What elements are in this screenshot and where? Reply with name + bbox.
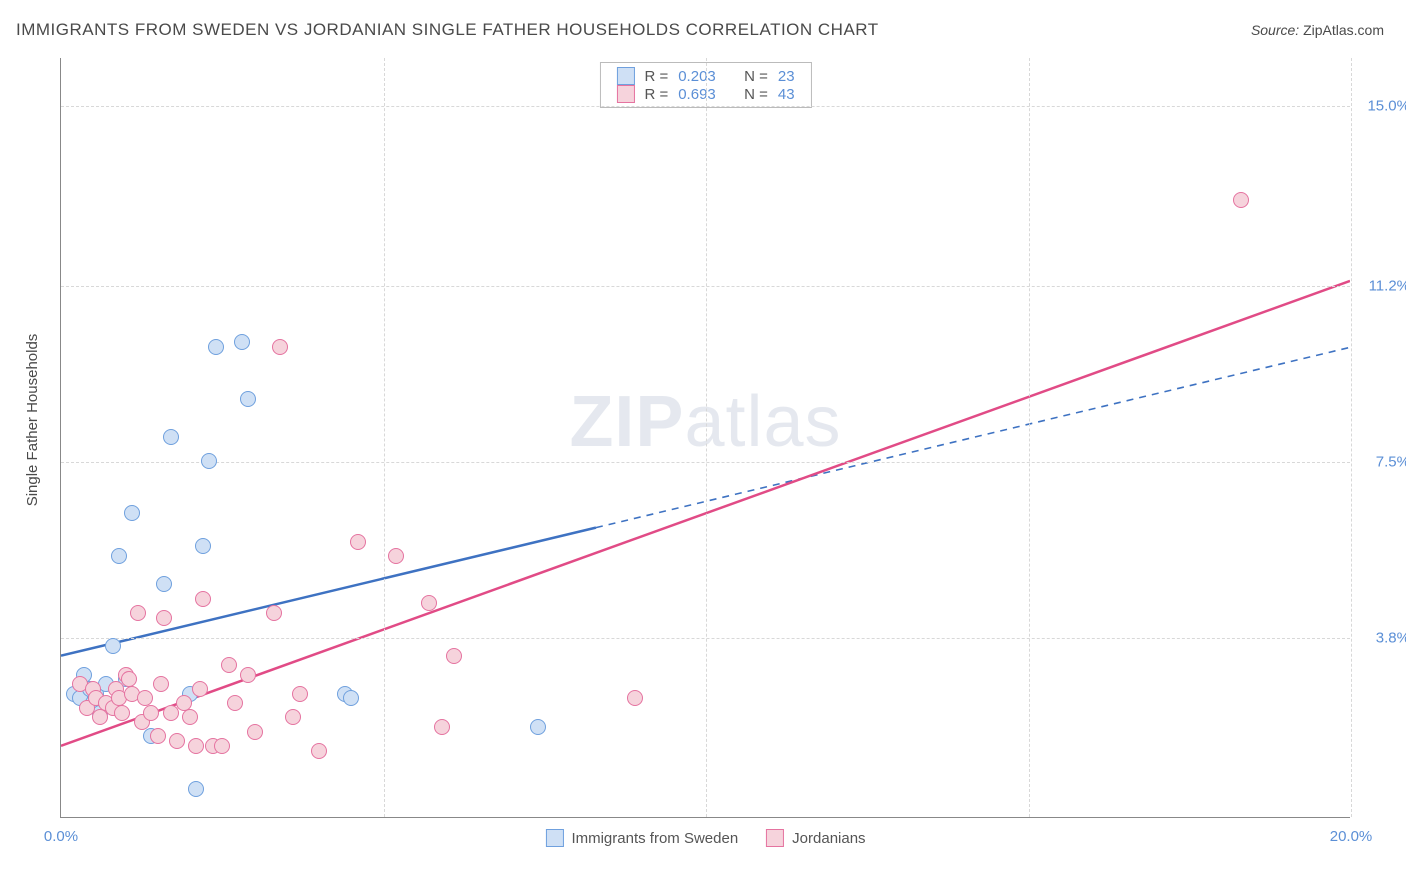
data-point-jordan (221, 657, 237, 673)
source-attribution: Source: ZipAtlas.com (1251, 22, 1384, 38)
data-point-jordan (188, 738, 204, 754)
data-point-jordan (247, 724, 263, 740)
legend-swatch-icon (766, 829, 784, 847)
data-point-sweden (201, 453, 217, 469)
data-point-jordan (266, 605, 282, 621)
data-point-jordan (114, 705, 130, 721)
legend-r-label: R = (644, 86, 668, 103)
legend-swatch-icon (545, 829, 563, 847)
data-point-jordan (285, 709, 301, 725)
gridline-v (706, 58, 707, 817)
data-point-jordan (434, 719, 450, 735)
data-point-jordan (292, 686, 308, 702)
chart-title: IMMIGRANTS FROM SWEDEN VS JORDANIAN SING… (16, 20, 879, 40)
gridline-v (1351, 58, 1352, 817)
watermark-bold: ZIP (569, 382, 684, 462)
data-point-jordan (214, 738, 230, 754)
data-point-jordan (150, 728, 166, 744)
series-legend: Immigrants from Sweden Jordanians (545, 829, 865, 847)
data-point-sweden (530, 719, 546, 735)
series-legend-label: Immigrants from Sweden (571, 830, 738, 847)
data-point-sweden (188, 781, 204, 797)
data-point-jordan (195, 591, 211, 607)
legend-n-label: N = (744, 68, 768, 85)
source-label: Source: (1251, 22, 1299, 38)
data-point-sweden (111, 548, 127, 564)
data-point-sweden (105, 638, 121, 654)
data-point-jordan (388, 548, 404, 564)
legend-swatch-icon (616, 67, 634, 85)
trendline-sweden (61, 528, 596, 656)
data-point-sweden (234, 334, 250, 350)
gridline-v (384, 58, 385, 817)
data-point-sweden (208, 339, 224, 355)
series-legend-label: Jordanians (792, 830, 865, 847)
x-tick-label: 20.0% (1330, 828, 1373, 845)
y-tick-label: 3.8% (1360, 629, 1406, 646)
y-axis-label: Single Father Households (24, 334, 41, 507)
y-tick-label: 11.2% (1360, 278, 1406, 295)
watermark-thin: atlas (684, 382, 841, 462)
series-legend-item-jordan: Jordanians (766, 829, 865, 847)
legend-r-label: R = (644, 68, 668, 85)
legend-swatch-icon (616, 85, 634, 103)
series-legend-item-sweden: Immigrants from Sweden (545, 829, 738, 847)
data-point-jordan (227, 695, 243, 711)
x-tick-label: 0.0% (44, 828, 78, 845)
legend-r-value: 0.203 (678, 68, 716, 85)
data-point-sweden (343, 690, 359, 706)
data-point-sweden (156, 576, 172, 592)
legend-n-value: 23 (778, 68, 795, 85)
data-point-jordan (192, 681, 208, 697)
data-point-sweden (124, 505, 140, 521)
legend-n-value: 43 (778, 86, 795, 103)
data-point-sweden (195, 538, 211, 554)
data-point-jordan (153, 676, 169, 692)
source-value: ZipAtlas.com (1303, 22, 1384, 38)
data-point-jordan (350, 534, 366, 550)
data-point-jordan (156, 610, 172, 626)
data-point-jordan (311, 743, 327, 759)
data-point-sweden (240, 391, 256, 407)
data-point-jordan (627, 690, 643, 706)
y-tick-label: 7.5% (1360, 453, 1406, 470)
data-point-jordan (240, 667, 256, 683)
data-point-jordan (182, 709, 198, 725)
legend-n-label: N = (744, 86, 768, 103)
data-point-jordan (421, 595, 437, 611)
legend-r-value: 0.693 (678, 86, 716, 103)
data-point-jordan (1233, 192, 1249, 208)
gridline-v (1029, 58, 1030, 817)
plot-area: ZIPatlas R = 0.203 N = 23 R = 0.693 N = 4… (60, 58, 1350, 818)
data-point-jordan (446, 648, 462, 664)
data-point-jordan (130, 605, 146, 621)
data-point-jordan (272, 339, 288, 355)
data-point-sweden (163, 429, 179, 445)
y-tick-label: 15.0% (1360, 97, 1406, 114)
data-point-jordan (169, 733, 185, 749)
data-point-jordan (143, 705, 159, 721)
